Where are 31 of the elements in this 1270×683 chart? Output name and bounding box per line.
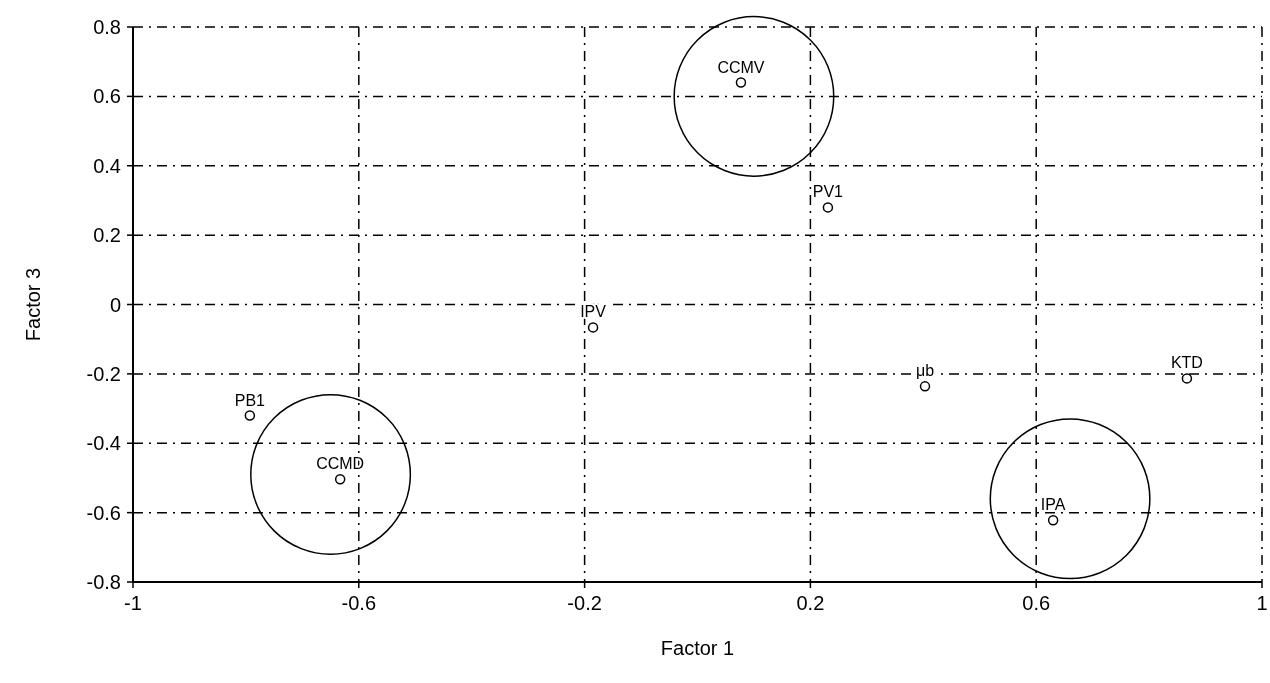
annotation: IPA [1040, 496, 1066, 514]
point [244, 410, 256, 421]
annotation: KTD [1170, 354, 1203, 372]
annotation: PB1 [234, 391, 266, 409]
y-tick-label: -0.6 [86, 501, 121, 524]
y-tick-label: -0.4 [86, 432, 121, 455]
y-tick-label: 0.8 [93, 16, 121, 38]
annotation: PV1 [812, 183, 844, 201]
x-tick-label: 0.2 [796, 592, 825, 614]
x-tick-label: -0.2 [567, 592, 602, 614]
x-axis-title: Factor 1 [660, 637, 735, 659]
point [587, 322, 599, 333]
annotation: IPV [580, 303, 607, 321]
y-axis-title: Factor 3 [22, 267, 44, 342]
y-tick-label: 0.6 [93, 85, 121, 108]
point [735, 77, 747, 88]
point [334, 474, 346, 485]
y-tick-label: 0.2 [93, 224, 121, 247]
y-tick-label: -0.8 [86, 571, 121, 593]
y-tick-label: 0.4 [93, 154, 121, 177]
point [1047, 515, 1059, 526]
annotation: CCMV [717, 58, 765, 76]
y-tick-label: -0.2 [86, 362, 121, 385]
x-tick-label: -0.6 [341, 592, 377, 614]
x-tick-label: 1 [1256, 592, 1268, 614]
point [1181, 373, 1193, 384]
y-tick-label: 0 [109, 293, 121, 316]
x-tick-label: 0.6 [1022, 592, 1051, 614]
x-tick-label: -1 [124, 592, 142, 614]
point [919, 381, 931, 392]
point [822, 202, 834, 213]
